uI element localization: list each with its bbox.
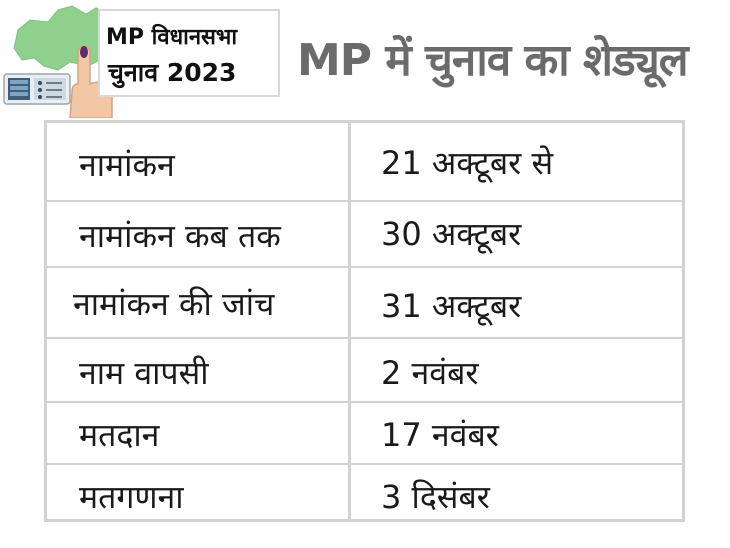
event-label: नाम वापसी	[79, 354, 209, 392]
table-row: नामांकन की जांच 31 अक्टूबर	[47, 266, 682, 337]
date-cell: 2 नवंबर	[351, 339, 682, 401]
event-cell: नामांकन	[47, 123, 351, 200]
event-cell: नाम वापसी	[47, 339, 351, 401]
date-label: 30 अक्टूबर	[381, 215, 522, 253]
table-row: नामांकन 21 अक्टूबर से	[47, 123, 682, 200]
event-label: नामांकन	[79, 146, 175, 184]
date-cell: 3 दिसंबर	[351, 465, 682, 519]
table-row: मतदान 17 नवंबर	[47, 401, 682, 463]
table-row: मतगणना 3 दिसंबर	[47, 463, 682, 519]
page-title: MP में चुनाव का शेड्यूल	[297, 35, 689, 86]
badge-title: MP विधानसभा	[106, 25, 238, 50]
badge-subtitle: चुनाव 2023	[108, 58, 237, 87]
date-label: 31 अक्टूबर	[381, 287, 522, 325]
event-cell: नामांकन की जांच	[47, 268, 351, 337]
election-badge: MP विधानसभा चुनाव 2023	[98, 9, 280, 97]
event-cell: मतदान	[47, 403, 351, 463]
logo-graphic	[3, 5, 113, 119]
event-label: नामांकन कब तक	[79, 217, 281, 255]
voting-machine-icon	[3, 73, 71, 105]
header: MP विधानसभा चुनाव 2023 MP में चुनाव का श…	[0, 0, 730, 119]
election-logo: MP विधानसभा चुनाव 2023	[0, 0, 290, 119]
table-row: नाम वापसी 2 नवंबर	[47, 337, 682, 401]
date-label: 21 अक्टूबर से	[381, 144, 554, 182]
event-label: नामांकन की जांच	[73, 285, 275, 323]
table-row: नामांकन कब तक 30 अक्टूबर	[47, 200, 682, 266]
date-label: 2 नवंबर	[381, 354, 479, 392]
date-cell: 31 अक्टूबर	[351, 268, 682, 337]
date-cell: 21 अक्टूबर से	[351, 123, 682, 200]
event-label: मतदान	[79, 416, 160, 454]
event-cell: मतगणना	[47, 465, 351, 519]
date-cell: 17 नवंबर	[351, 403, 682, 463]
schedule-table: नामांकन 21 अक्टूबर से नामांकन कब तक 30 अ…	[44, 120, 685, 522]
mp-map-icon	[13, 5, 111, 71]
date-label: 17 नवंबर	[381, 416, 499, 454]
event-label: मतगणना	[79, 478, 184, 516]
event-cell: नामांकन कब तक	[47, 202, 351, 266]
date-cell: 30 अक्टूबर	[351, 202, 682, 266]
date-label: 3 दिसंबर	[381, 478, 490, 516]
